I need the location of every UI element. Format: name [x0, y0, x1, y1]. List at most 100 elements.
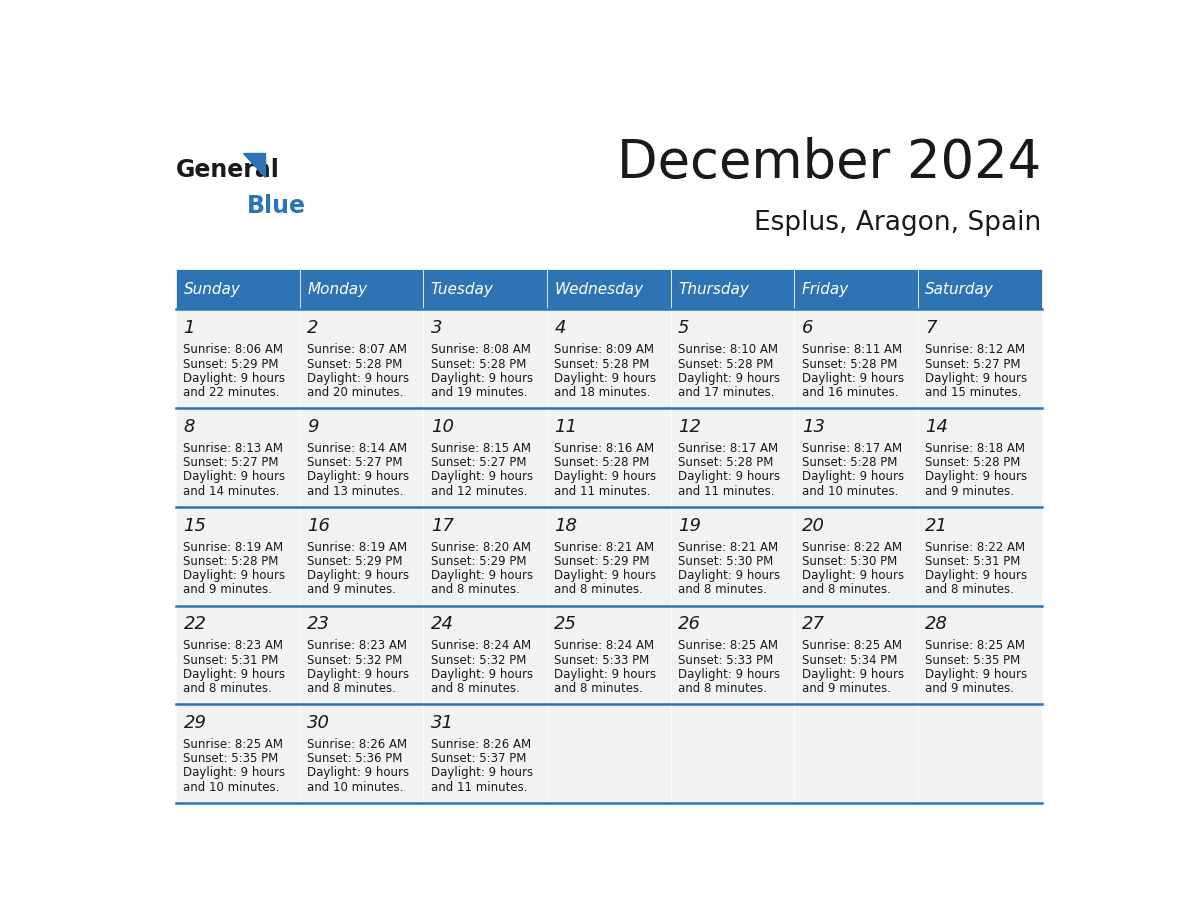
Text: 30: 30 [308, 714, 330, 732]
Text: Sunset: 5:28 PM: Sunset: 5:28 PM [802, 456, 897, 469]
Text: and 9 minutes.: and 9 minutes. [802, 682, 891, 695]
Text: Friday: Friday [802, 282, 849, 297]
Text: 28: 28 [925, 615, 948, 633]
Text: 6: 6 [802, 319, 813, 338]
Bar [671, 507, 795, 606]
Text: Daylight: 9 hours: Daylight: 9 hours [431, 569, 533, 582]
Text: Sunset: 5:29 PM: Sunset: 5:29 PM [555, 554, 650, 568]
Bar [671, 309, 795, 409]
Text: Sunset: 5:28 PM: Sunset: 5:28 PM [183, 554, 279, 568]
Text: Daylight: 9 hours: Daylight: 9 hours [431, 667, 533, 681]
Bar [795, 269, 918, 309]
Text: General: General [176, 158, 280, 183]
Bar [176, 507, 299, 606]
Text: and 15 minutes.: and 15 minutes. [925, 386, 1022, 398]
Bar [176, 309, 299, 409]
Bar [918, 269, 1042, 309]
Bar [671, 269, 795, 309]
Text: Tuesday: Tuesday [431, 282, 494, 297]
Text: Sunset: 5:28 PM: Sunset: 5:28 PM [308, 357, 403, 371]
Text: Esplus, Aragon, Spain: Esplus, Aragon, Spain [754, 210, 1042, 236]
Text: Daylight: 9 hours: Daylight: 9 hours [678, 569, 781, 582]
Text: Daylight: 9 hours: Daylight: 9 hours [678, 667, 781, 681]
Bar [671, 606, 795, 704]
Text: and 11 minutes.: and 11 minutes. [678, 485, 775, 498]
Text: and 20 minutes.: and 20 minutes. [308, 386, 404, 398]
Bar [546, 606, 671, 704]
Text: and 10 minutes.: and 10 minutes. [183, 780, 280, 793]
Text: Daylight: 9 hours: Daylight: 9 hours [555, 470, 657, 484]
Text: 11: 11 [555, 418, 577, 436]
Text: and 8 minutes.: and 8 minutes. [183, 682, 272, 695]
Text: 25: 25 [555, 615, 577, 633]
Text: 2: 2 [308, 319, 318, 338]
Text: Sunrise: 8:14 AM: Sunrise: 8:14 AM [308, 442, 407, 455]
Text: Sunset: 5:31 PM: Sunset: 5:31 PM [183, 654, 279, 666]
Text: and 9 minutes.: and 9 minutes. [308, 583, 396, 596]
Text: Saturday: Saturday [925, 282, 994, 297]
Text: Sunrise: 8:24 AM: Sunrise: 8:24 AM [431, 640, 531, 653]
Text: Daylight: 9 hours: Daylight: 9 hours [802, 372, 904, 385]
Text: and 18 minutes.: and 18 minutes. [555, 386, 651, 398]
Text: and 8 minutes.: and 8 minutes. [555, 682, 643, 695]
Text: Sunrise: 8:25 AM: Sunrise: 8:25 AM [925, 640, 1025, 653]
Text: 24: 24 [431, 615, 454, 633]
Text: December 2024: December 2024 [618, 137, 1042, 189]
Text: Daylight: 9 hours: Daylight: 9 hours [308, 667, 409, 681]
Text: Daylight: 9 hours: Daylight: 9 hours [308, 470, 409, 484]
Text: 23: 23 [308, 615, 330, 633]
Bar [795, 409, 918, 507]
Text: Sunrise: 8:25 AM: Sunrise: 8:25 AM [678, 640, 778, 653]
Polygon shape [244, 153, 265, 177]
Text: Sunrise: 8:11 AM: Sunrise: 8:11 AM [802, 343, 902, 356]
Text: Sunrise: 8:15 AM: Sunrise: 8:15 AM [431, 442, 531, 455]
Bar [299, 409, 423, 507]
Text: Sunrise: 8:17 AM: Sunrise: 8:17 AM [802, 442, 902, 455]
Text: Sunset: 5:28 PM: Sunset: 5:28 PM [678, 456, 773, 469]
Bar [918, 704, 1042, 803]
Text: and 12 minutes.: and 12 minutes. [431, 485, 527, 498]
Text: Sunset: 5:34 PM: Sunset: 5:34 PM [802, 654, 897, 666]
Text: Sunset: 5:31 PM: Sunset: 5:31 PM [925, 554, 1020, 568]
Bar [795, 606, 918, 704]
Text: 16: 16 [308, 517, 330, 535]
Text: Daylight: 9 hours: Daylight: 9 hours [555, 372, 657, 385]
Text: Sunset: 5:28 PM: Sunset: 5:28 PM [925, 456, 1020, 469]
Text: Sunset: 5:28 PM: Sunset: 5:28 PM [802, 357, 897, 371]
Bar [918, 409, 1042, 507]
Text: Daylight: 9 hours: Daylight: 9 hours [925, 470, 1028, 484]
Text: Sunset: 5:33 PM: Sunset: 5:33 PM [678, 654, 773, 666]
Text: and 8 minutes.: and 8 minutes. [925, 583, 1015, 596]
Bar [918, 507, 1042, 606]
Text: Sunset: 5:28 PM: Sunset: 5:28 PM [555, 357, 650, 371]
Text: Sunset: 5:27 PM: Sunset: 5:27 PM [183, 456, 279, 469]
Text: 12: 12 [678, 418, 701, 436]
Text: 20: 20 [802, 517, 824, 535]
Bar [423, 507, 546, 606]
Text: 27: 27 [802, 615, 824, 633]
Bar [299, 507, 423, 606]
Text: Sunset: 5:35 PM: Sunset: 5:35 PM [183, 752, 279, 766]
Text: Daylight: 9 hours: Daylight: 9 hours [925, 569, 1028, 582]
Text: Sunrise: 8:09 AM: Sunrise: 8:09 AM [555, 343, 655, 356]
Text: 4: 4 [555, 319, 565, 338]
Text: Sunrise: 8:13 AM: Sunrise: 8:13 AM [183, 442, 284, 455]
Text: Sunrise: 8:23 AM: Sunrise: 8:23 AM [183, 640, 284, 653]
Text: Sunset: 5:28 PM: Sunset: 5:28 PM [555, 456, 650, 469]
Text: Daylight: 9 hours: Daylight: 9 hours [431, 372, 533, 385]
Text: Daylight: 9 hours: Daylight: 9 hours [555, 667, 657, 681]
Text: Daylight: 9 hours: Daylight: 9 hours [802, 470, 904, 484]
Text: 5: 5 [678, 319, 689, 338]
Text: Daylight: 9 hours: Daylight: 9 hours [183, 569, 285, 582]
Bar [176, 606, 299, 704]
Text: Sunset: 5:32 PM: Sunset: 5:32 PM [308, 654, 403, 666]
Text: Daylight: 9 hours: Daylight: 9 hours [183, 372, 285, 385]
Text: Sunrise: 8:21 AM: Sunrise: 8:21 AM [555, 541, 655, 554]
Text: 31: 31 [431, 714, 454, 732]
Bar [423, 606, 546, 704]
Text: 21: 21 [925, 517, 948, 535]
Bar [546, 507, 671, 606]
Text: and 14 minutes.: and 14 minutes. [183, 485, 280, 498]
Bar [423, 704, 546, 803]
Text: Sunset: 5:32 PM: Sunset: 5:32 PM [431, 654, 526, 666]
